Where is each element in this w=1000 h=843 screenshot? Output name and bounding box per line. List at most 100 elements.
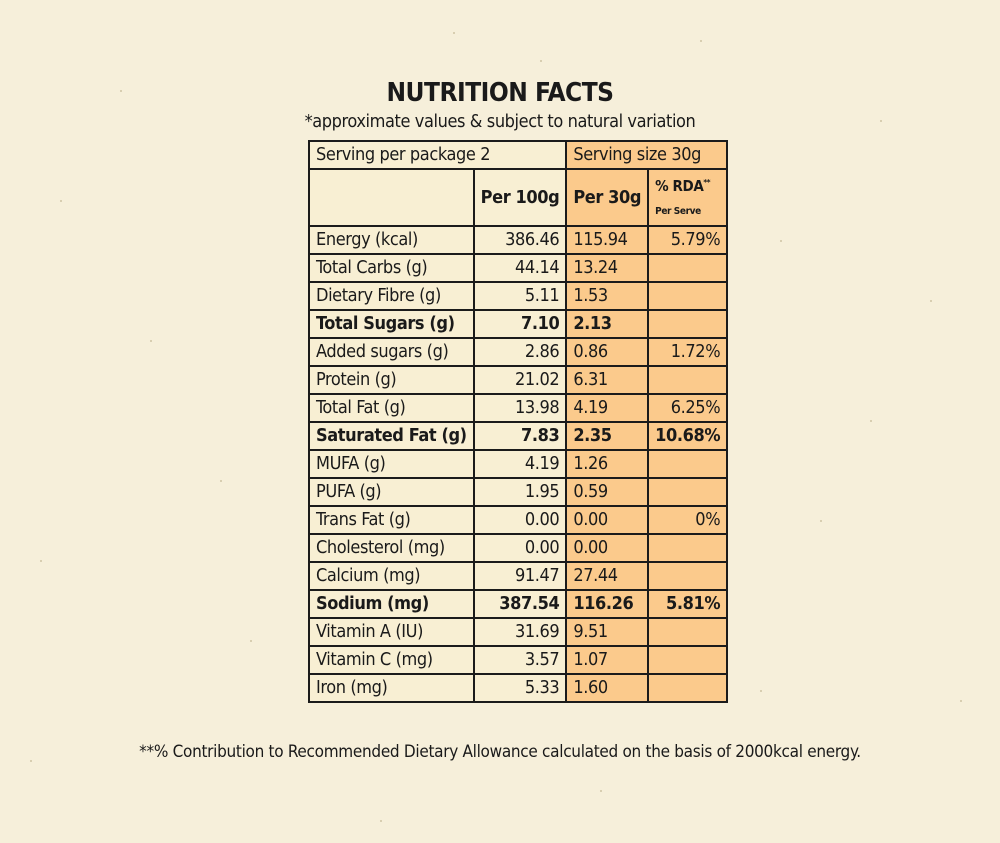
header-per-30g: Per 30g [565, 168, 650, 227]
value-rda [647, 253, 729, 283]
value-rda [647, 645, 729, 675]
value-per-100g: 91.47 [472, 561, 568, 591]
value-per-30g: 0.00 [565, 505, 650, 535]
value-rda [647, 281, 729, 311]
speckle [700, 40, 702, 42]
page-title: NUTRITION FACTS [386, 78, 614, 108]
value-rda [647, 477, 729, 507]
value-per-100g: 44.14 [472, 253, 568, 283]
value-per-100g: 0.00 [472, 505, 568, 535]
serving-row: Serving per package 2 Serving size 30g [307, 140, 729, 170]
value-per-100g: 21.02 [472, 365, 568, 395]
value-per-100g: 1.95 [472, 477, 568, 507]
speckle [453, 32, 455, 34]
header-row: Per 100g Per 30g % RDA** Per Serve [308, 168, 729, 227]
speckle [930, 300, 932, 302]
serving-per-package: Serving per package 2 [307, 140, 568, 170]
value-rda: 0% [647, 505, 729, 535]
nutrient-name: Energy (kcal) [308, 225, 475, 255]
speckle [880, 120, 882, 122]
value-per-100g: 5.11 [472, 281, 568, 311]
value-per-30g: 4.19 [565, 393, 650, 423]
speckle [760, 690, 762, 692]
nutrient-row: Protein (g) 21.02 6.31 [308, 365, 729, 395]
nutrient-row: MUFA (g) 4.19 1.26 [308, 449, 729, 479]
value-rda [647, 449, 729, 479]
value-rda: 1.72% [647, 337, 729, 367]
value-per-30g: 2.13 [565, 309, 650, 339]
serving-size: Serving size 30g [565, 140, 729, 170]
nutrient-row: Saturated Fat (g) 7.83 2.35 10.68% [308, 421, 729, 451]
value-rda: 6.25% [647, 393, 729, 423]
speckle [40, 560, 42, 562]
value-per-30g: 1.53 [565, 281, 650, 311]
nutrient-name: Vitamin C (mg) [308, 645, 475, 675]
nutrient-row: Total Sugars (g) 7.10 2.13 [308, 309, 729, 339]
value-per-100g: 7.83 [472, 421, 568, 451]
value-per-100g: 13.98 [472, 393, 568, 423]
speckle [150, 340, 152, 342]
value-per-30g: 0.00 [565, 533, 650, 563]
value-per-100g: 4.19 [472, 449, 568, 479]
speckle [30, 760, 32, 762]
nutrient-name: Iron (mg) [308, 673, 475, 703]
header-rda-label: % RDA [655, 177, 704, 195]
speckle [60, 200, 62, 202]
value-per-30g: 1.60 [565, 673, 650, 703]
nutrient-row: Vitamin C (mg) 3.57 1.07 [308, 645, 729, 675]
nutrient-row: Total Carbs (g) 44.14 13.24 [308, 253, 729, 283]
value-per-100g: 0.00 [472, 533, 568, 563]
header-blank [308, 168, 475, 227]
nutrient-row: Sodium (mg) 387.54 116.26 5.81% [308, 589, 729, 619]
value-per-100g: 7.10 [472, 309, 568, 339]
value-per-30g: 2.35 [565, 421, 650, 451]
nutrient-name: Calcium (mg) [308, 561, 475, 591]
value-rda: 10.68% [647, 421, 729, 451]
nutrient-row: Cholesterol (mg) 0.00 0.00 [308, 533, 729, 563]
speckle [960, 700, 962, 702]
nutrient-name: Saturated Fat (g) [308, 421, 475, 451]
nutrient-name: Trans Fat (g) [308, 505, 475, 535]
nutrient-name: Protein (g) [308, 365, 475, 395]
speckle [600, 790, 602, 792]
value-rda: 5.81% [647, 589, 729, 619]
value-per-30g: 116.26 [565, 589, 650, 619]
nutrient-row: Trans Fat (g) 0.00 0.00 0% [308, 505, 729, 535]
value-per-100g: 31.69 [472, 617, 568, 647]
speckle [780, 240, 782, 242]
value-rda: 5.79% [647, 225, 729, 255]
nutrient-row: Energy (kcal) 386.46 115.94 5.79% [308, 225, 729, 255]
header-rda: % RDA** Per Serve [647, 168, 729, 227]
speckle [220, 480, 222, 482]
nutrient-row: Calcium (mg) 91.47 27.44 [308, 561, 729, 591]
nutrient-row: Dietary Fibre (g) 5.11 1.53 [308, 281, 729, 311]
nutrient-name: Sodium (mg) [308, 589, 475, 619]
nutrient-row: Iron (mg) 5.33 1.60 [308, 673, 729, 703]
nutrient-name: Vitamin A (IU) [308, 617, 475, 647]
value-per-30g: 27.44 [565, 561, 650, 591]
nutrition-table: Serving per package 2 Serving size 30g P… [307, 140, 729, 703]
value-rda [647, 309, 729, 339]
nutrient-name: Dietary Fibre (g) [308, 281, 475, 311]
nutrient-name: PUFA (g) [308, 477, 475, 507]
nutrient-row: Added sugars (g) 2.86 0.86 1.72% [308, 337, 729, 367]
speckle [870, 420, 872, 422]
value-rda [647, 365, 729, 395]
value-per-30g: 0.86 [565, 337, 650, 367]
nutrient-name: MUFA (g) [308, 449, 475, 479]
value-per-30g: 1.07 [565, 645, 650, 675]
value-rda [647, 533, 729, 563]
value-per-100g: 2.86 [472, 337, 568, 367]
value-per-30g: 0.59 [565, 477, 650, 507]
value-rda [647, 561, 729, 591]
header-rda-mark: ** [703, 178, 711, 187]
value-per-30g: 1.26 [565, 449, 650, 479]
speckle [250, 640, 252, 642]
page-subtitle: *approximate values & subject to natural… [304, 111, 696, 132]
nutrient-name: Total Carbs (g) [308, 253, 475, 283]
speckle [820, 520, 822, 522]
nutrient-name: Total Fat (g) [308, 393, 475, 423]
nutrient-row: Vitamin A (IU) 31.69 9.51 [308, 617, 729, 647]
value-rda [647, 673, 729, 703]
value-per-100g: 386.46 [472, 225, 568, 255]
